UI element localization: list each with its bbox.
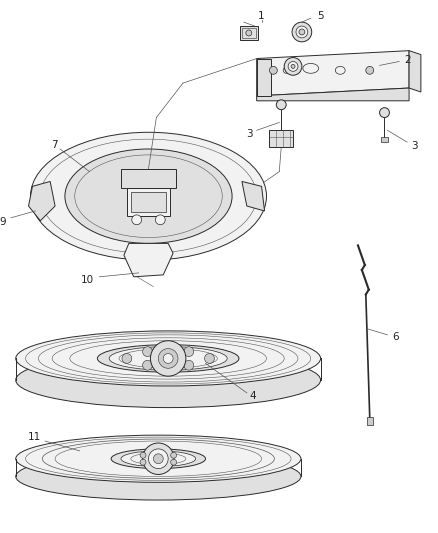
Circle shape [380, 108, 389, 118]
Circle shape [155, 215, 165, 225]
Circle shape [140, 453, 146, 458]
Ellipse shape [65, 149, 232, 244]
Circle shape [276, 100, 286, 110]
Polygon shape [409, 51, 421, 92]
Text: 9: 9 [0, 217, 6, 227]
Polygon shape [124, 244, 173, 277]
Circle shape [284, 58, 302, 75]
Polygon shape [269, 130, 293, 147]
Circle shape [122, 353, 132, 364]
Text: 11: 11 [28, 432, 41, 442]
Text: 2: 2 [404, 54, 410, 64]
Bar [367, 417, 373, 425]
Ellipse shape [97, 345, 239, 372]
Ellipse shape [31, 132, 266, 260]
Text: 4: 4 [249, 391, 256, 401]
Text: 6: 6 [392, 332, 399, 342]
Circle shape [291, 64, 295, 68]
Bar [127, 188, 170, 216]
Circle shape [148, 449, 168, 469]
Ellipse shape [42, 439, 274, 479]
Text: 5: 5 [317, 11, 324, 21]
Circle shape [171, 453, 177, 458]
Circle shape [288, 61, 298, 71]
Circle shape [292, 22, 312, 42]
Text: 3: 3 [247, 129, 253, 139]
Circle shape [184, 360, 194, 370]
Ellipse shape [336, 67, 345, 74]
Polygon shape [257, 59, 272, 96]
Polygon shape [257, 88, 409, 101]
Ellipse shape [111, 449, 205, 469]
Polygon shape [257, 51, 409, 96]
Ellipse shape [16, 435, 301, 482]
Circle shape [269, 67, 277, 74]
Circle shape [132, 215, 141, 225]
Ellipse shape [121, 451, 196, 466]
Circle shape [143, 443, 174, 474]
Circle shape [299, 29, 305, 35]
Bar [121, 168, 176, 188]
Bar [240, 26, 258, 40]
Circle shape [205, 353, 214, 364]
Text: 1: 1 [258, 11, 265, 21]
Circle shape [184, 346, 194, 357]
Bar [131, 192, 166, 212]
Circle shape [296, 26, 308, 38]
Circle shape [153, 454, 163, 464]
Circle shape [366, 67, 374, 74]
Polygon shape [242, 181, 265, 211]
Circle shape [143, 360, 152, 370]
Ellipse shape [16, 331, 321, 386]
Text: 3: 3 [411, 141, 417, 151]
Ellipse shape [303, 63, 318, 73]
Circle shape [171, 459, 177, 465]
Text: 7: 7 [51, 140, 57, 150]
Circle shape [283, 67, 289, 73]
Circle shape [143, 346, 152, 357]
Ellipse shape [16, 453, 301, 500]
Bar [242, 28, 256, 38]
Circle shape [158, 349, 178, 368]
Ellipse shape [39, 335, 298, 382]
Ellipse shape [16, 352, 321, 408]
Circle shape [140, 459, 146, 465]
Polygon shape [28, 181, 55, 221]
Bar [381, 137, 389, 142]
Circle shape [163, 353, 173, 364]
Text: 10: 10 [81, 275, 94, 285]
Ellipse shape [109, 346, 227, 370]
Circle shape [246, 30, 252, 36]
Circle shape [151, 341, 186, 376]
